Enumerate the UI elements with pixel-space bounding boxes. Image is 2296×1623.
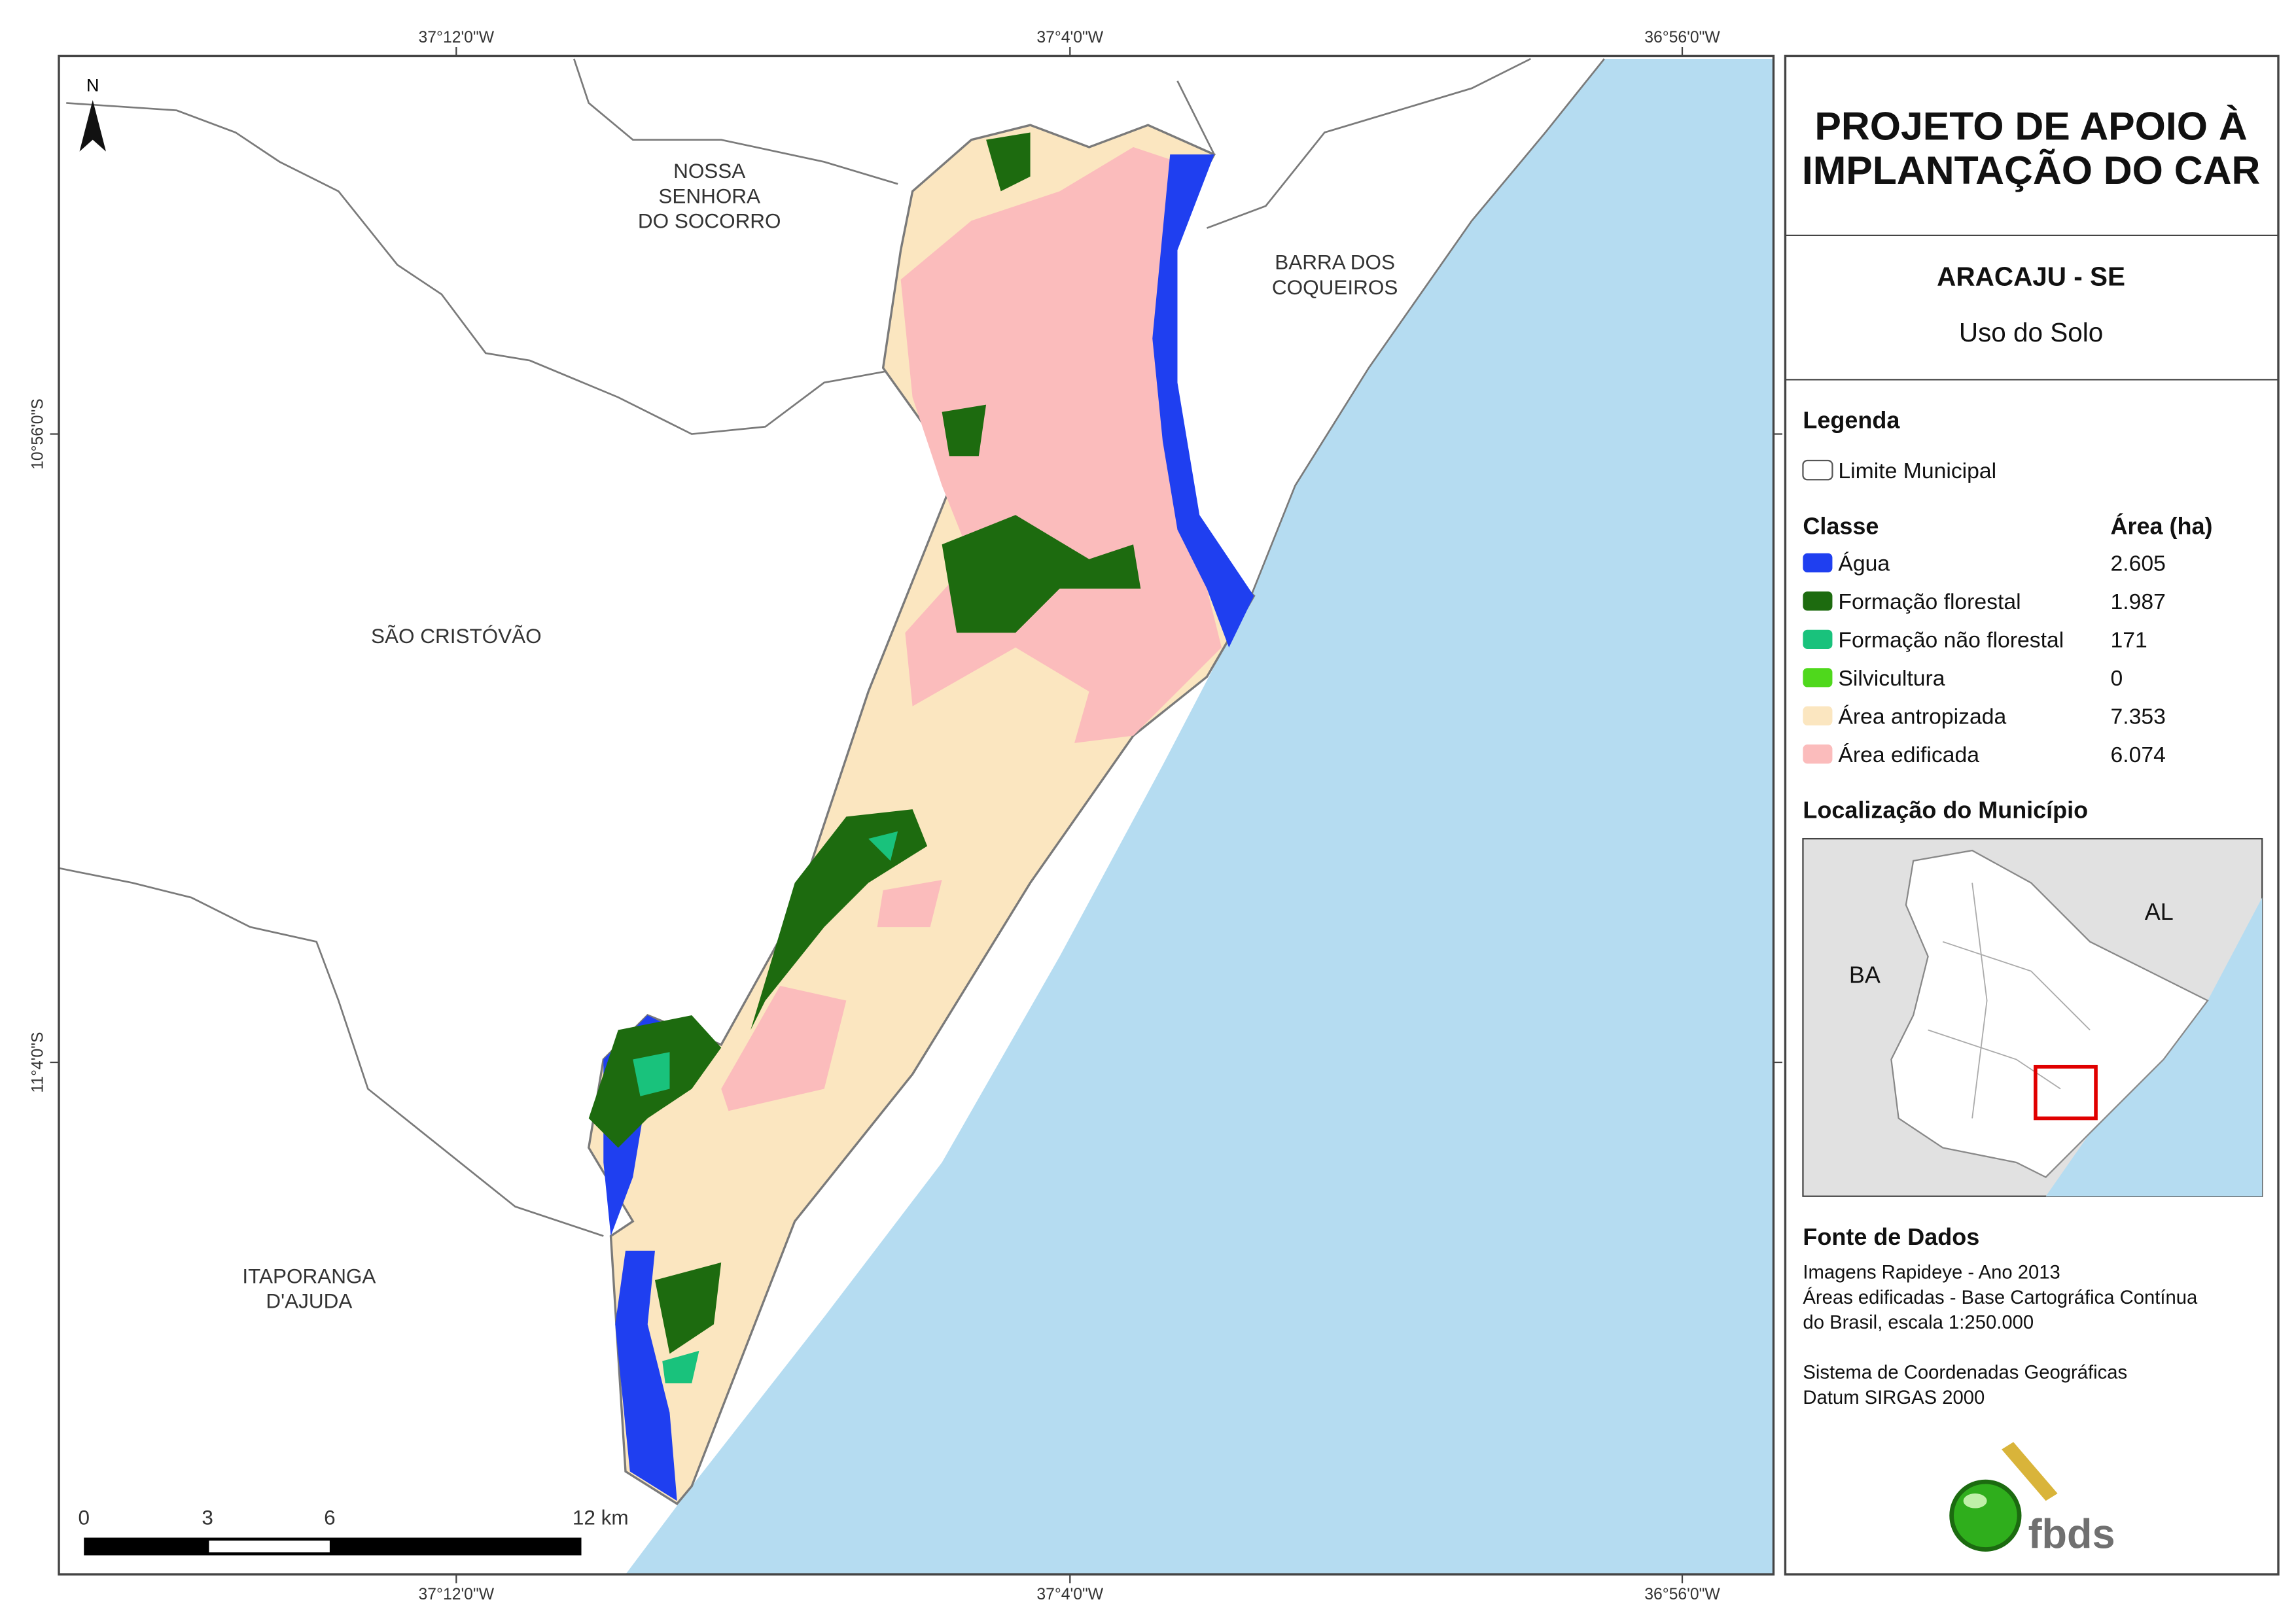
- water: [615, 1250, 677, 1501]
- municipal-boundary: [1206, 58, 1531, 229]
- locator-boundaries: [1928, 882, 2091, 1119]
- municipal-boundary: [66, 102, 951, 449]
- legend-swatch: [1803, 591, 1833, 611]
- scale-bar: [84, 1537, 582, 1556]
- legend-label: Área antropizada: [1838, 705, 2006, 729]
- legend-label: Limite Municipal: [1838, 459, 1996, 483]
- place-name: DO SOCORRO: [638, 209, 781, 233]
- legend-label: Água: [1838, 551, 1890, 576]
- grid-label: 11°4'0"S: [29, 1032, 46, 1092]
- source-line: Sistema de Coordenadas Geográficas: [1803, 1363, 2127, 1384]
- municipal-boundary: [573, 58, 898, 185]
- source-line: do Brasil, escala 1:250.000: [1803, 1312, 2034, 1333]
- logo-circle: [1949, 1479, 2022, 1552]
- title: PROJETO DE APOIO À: [1814, 104, 2247, 148]
- scale-label: 3: [202, 1505, 213, 1529]
- forest: [654, 1262, 722, 1354]
- municipal-boundary: [1176, 80, 1215, 155]
- locator-heading: Localização do Município: [1803, 797, 2088, 824]
- source-line: Datum SIRGAS 2000: [1803, 1387, 1985, 1408]
- place-name: SENHORA: [658, 184, 760, 207]
- scale-bar-segment: [209, 1541, 330, 1553]
- legend-area: 6.074: [2111, 742, 2166, 767]
- place-name: COQUEIROS: [1272, 275, 1398, 299]
- legend-label: Silvicultura: [1838, 666, 1945, 691]
- panel-frame: [1784, 54, 2280, 1576]
- locator-label: BA: [1849, 962, 1881, 988]
- locator-label: AL: [2145, 898, 2174, 925]
- forest: [751, 809, 928, 1030]
- forest: [986, 132, 1031, 192]
- non-forest: [662, 1350, 699, 1384]
- legend-area: 1.987: [2111, 589, 2166, 614]
- source-line: Áreas edificadas - Base Cartográfica Con…: [1803, 1287, 2198, 1308]
- municipality: ARACAJU - SE: [1937, 261, 2125, 291]
- grid-tick: [50, 46, 1782, 1584]
- class-header: Classe: [1803, 513, 1879, 540]
- grid-label: 37°12'0"W: [419, 1586, 495, 1603]
- source-line: Imagens Rapideye - Ano 2013: [1803, 1263, 2060, 1283]
- legend-area: 2.605: [2111, 551, 2166, 576]
- grid-label: 37°4'0"W: [1036, 1586, 1103, 1603]
- place-name: BARRA DOS: [1275, 251, 1395, 274]
- non-forest: [868, 831, 898, 861]
- legend-rows: Água 2.605 Formação florestal 1.987 Formação…: [1803, 551, 2166, 767]
- legend-swatch: [1803, 553, 1833, 572]
- grid-label: 36°56'0"W: [1644, 29, 1720, 46]
- legend-heading: Legenda: [1803, 407, 1900, 434]
- grid-label: 36°56'0"W: [1644, 1586, 1720, 1603]
- built-area: [721, 986, 847, 1111]
- place-name: D'AJUDA: [266, 1289, 352, 1313]
- place-name: ITAPORANGA: [242, 1264, 376, 1287]
- logo-highlight: [1963, 1493, 1987, 1509]
- north-label: N: [86, 75, 99, 95]
- place-name: SÃO CRISTÓVÃO: [371, 624, 542, 648]
- scale-label: 6: [324, 1505, 336, 1529]
- legend-area: 171: [2111, 628, 2147, 653]
- legend-area: 0: [2111, 666, 2123, 691]
- sea: [625, 58, 1774, 1575]
- locator-state: [1890, 849, 2209, 1178]
- municipal-boundary: [58, 867, 604, 1237]
- legend-swatch: [1803, 706, 1833, 725]
- legend-label: Formação não florestal: [1838, 628, 2064, 653]
- water: [1152, 154, 1254, 648]
- place-name: NOSSA: [673, 159, 745, 183]
- legend-swatch: [1803, 668, 1833, 688]
- area-header: Área (ha): [2111, 513, 2213, 540]
- built-area: [877, 880, 942, 928]
- map: N NOSSA SENHORA DO SOCORRO BARRA DOS COQ…: [58, 54, 1775, 1576]
- legend-swatch: [1803, 629, 1833, 649]
- boundary-swatch: [1802, 459, 1833, 481]
- locator-highlight: [2034, 1064, 2098, 1121]
- subtitle: Uso do Solo: [1959, 317, 2103, 347]
- panel: PROJETO DE APOIO À IMPLANTAÇÃO DO CAR AR…: [1784, 54, 2280, 1576]
- grid-label: 10°56'0"S: [29, 398, 46, 470]
- logo-text: fbds: [2028, 1511, 2115, 1557]
- sources-heading: Fonte de Dados: [1803, 1223, 1979, 1250]
- legend-swatch: [1803, 744, 1833, 764]
- locator-map: AL BA: [1802, 837, 2263, 1197]
- coastline: [1250, 58, 1605, 597]
- north-arrow: [79, 99, 106, 152]
- non-forest: [633, 1052, 670, 1096]
- legend-area: 7.353: [2111, 705, 2166, 729]
- grid-label: 37°4'0"W: [1036, 29, 1103, 46]
- forest: [942, 515, 1141, 633]
- legend-label: Formação florestal: [1838, 589, 2021, 614]
- logo-mark: [2002, 1442, 2058, 1501]
- scale-label: 12 km: [573, 1505, 629, 1529]
- logo: fbds: [1949, 1442, 2115, 1557]
- map-frame: [58, 54, 1775, 1576]
- title: IMPLANTAÇÃO DO CAR: [1802, 148, 2260, 192]
- legend-label: Área edificada: [1838, 742, 1979, 767]
- locator-sea: [2045, 898, 2263, 1196]
- graticule: 37°12'0"W 37°4'0"W 36°56'0"W 37°12'0"W 3…: [29, 29, 1782, 1603]
- grid-label: 37°12'0"W: [419, 29, 495, 46]
- scale-label: 0: [78, 1505, 90, 1529]
- forest: [942, 404, 987, 457]
